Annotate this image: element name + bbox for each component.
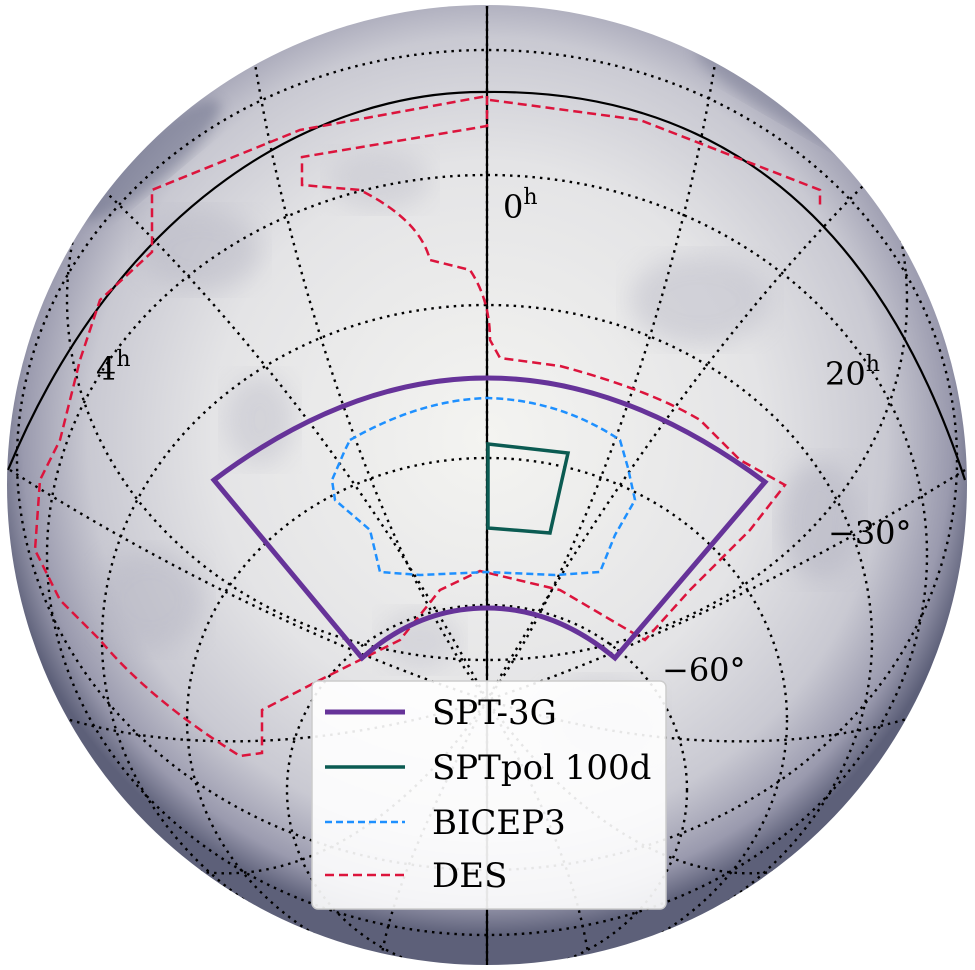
legend: SPT-3G SPTpol 100d BICEP3 DES [311,680,667,910]
ra-label-20h: 20h [825,352,880,393]
legend-label: DES [432,856,507,896]
legend-entry-spt3g: SPT-3G [325,693,557,733]
legend-label: SPT-3G [432,693,557,733]
dec-label-30: −30° [828,514,912,552]
spt3g-footprint [210,375,769,662]
des-footprint [33,94,822,758]
legend-label: SPTpol 100d [432,748,651,788]
sptpol-footprint [486,442,571,535]
legend-entry-sptpol: SPTpol 100d [325,748,651,788]
dec-label-60: −60° [662,651,746,689]
legend-entry-des: DES [325,856,507,896]
legend-entry-bicep3: BICEP3 [325,803,566,843]
legend-label: BICEP3 [432,803,566,843]
ra-label-0h: 0h [503,185,538,226]
bicep3-footprint [330,396,637,577]
ra-label-4h: 4h [96,347,131,388]
